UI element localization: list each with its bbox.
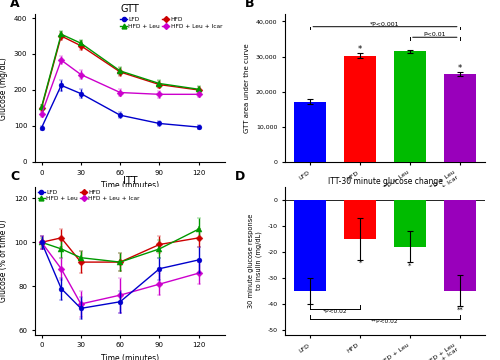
Text: A: A [10,0,20,10]
Title: GTT: GTT [120,4,140,14]
X-axis label: Time (minutes): Time (minutes) [101,354,159,360]
Text: *P<0.02: *P<0.02 [323,309,347,314]
Text: *P<0.001: *P<0.001 [370,22,400,27]
Bar [444,74,476,162]
Y-axis label: Glucose (mg/dL): Glucose (mg/dL) [0,57,8,120]
Text: **P<0.02: **P<0.02 [371,319,399,324]
Title: ITT-30 minute glucose change: ITT-30 minute glucose change [328,177,442,186]
Legend: LFD, HFD + Leu, HFD, HFD + Leu + Icar: LFD, HFD + Leu, HFD, HFD + Leu + Icar [120,17,222,29]
Y-axis label: Glucose (% of time 0): Glucose (% of time 0) [0,220,8,302]
Y-axis label: GTT area under the curve: GTT area under the curve [244,44,250,133]
Text: P<0.01: P<0.01 [424,32,446,37]
Text: C: C [10,170,20,183]
Legend: LFD, HFD + Leu, HFD, HFD + Leu + Icar: LFD, HFD + Leu, HFD, HFD + Leu + Icar [38,190,140,202]
Text: D: D [235,170,245,183]
Bar [394,200,426,247]
Text: *: * [408,262,412,269]
X-axis label: Time (minutes): Time (minutes) [101,181,159,190]
Bar [394,51,426,162]
Bar [444,200,476,291]
Text: *: * [358,45,362,54]
Text: *: * [458,64,462,73]
Text: *: * [358,260,362,266]
Text: B: B [245,0,254,10]
Text: **: ** [456,306,463,312]
Bar [344,200,376,239]
Bar [294,102,326,162]
Bar [344,55,376,162]
Y-axis label: 30 minute glucose response
to insulin (mg/dL): 30 minute glucose response to insulin (m… [248,214,262,308]
Title: ITT: ITT [123,176,137,186]
Bar [294,200,326,291]
